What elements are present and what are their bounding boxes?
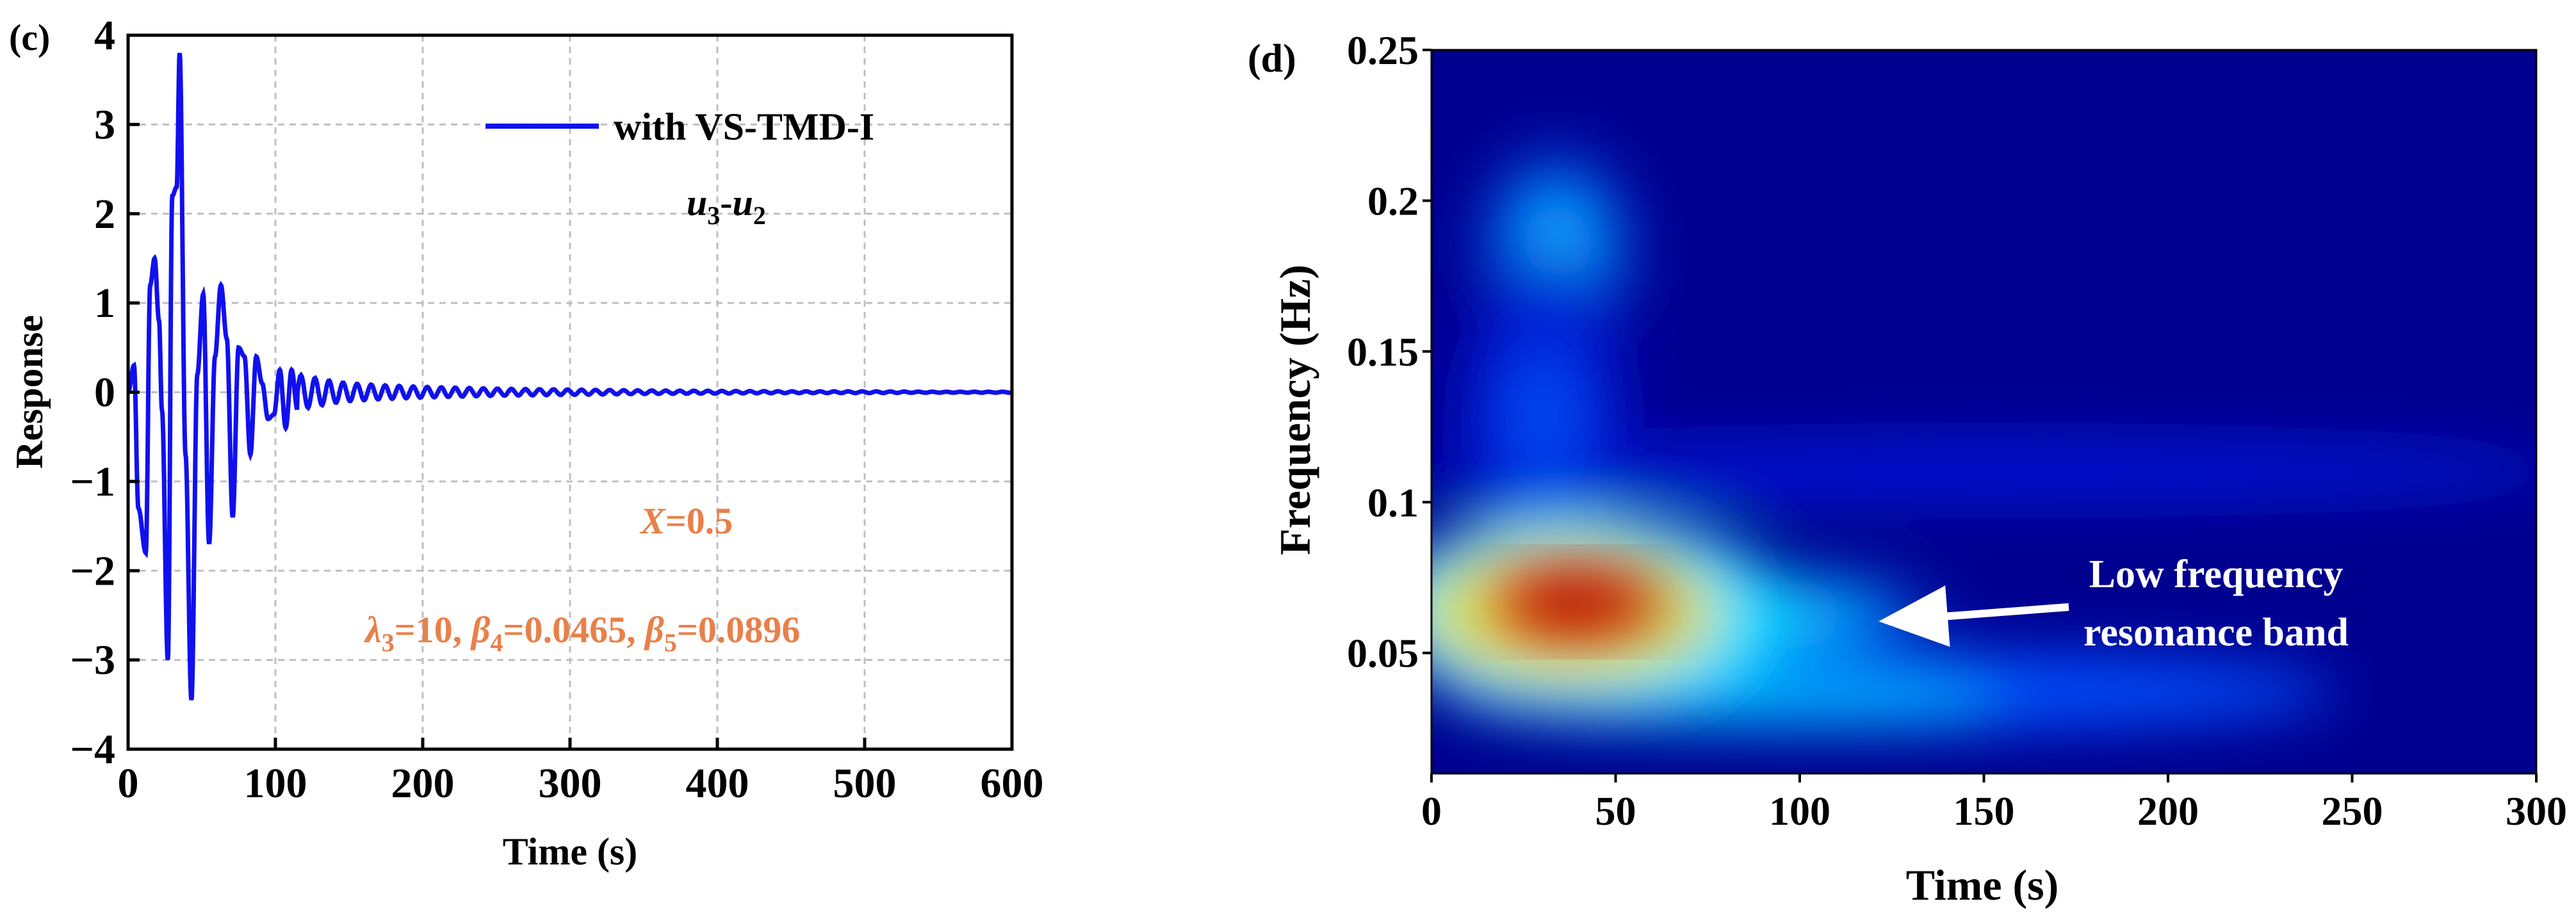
x-tick-label: 150 [1953,788,2015,834]
y-tick-label: −1 [70,458,115,505]
panel-d-y-axis-label: Frequency (Hz) [1271,264,1319,555]
x-tick-label: 100 [1769,788,1830,834]
x-tick-label: 0 [118,760,139,807]
y-tick-label: 0.25 [1347,28,1419,73]
heat-resonance-peak [1499,573,1665,631]
panel-c-ticks: 0 100 200 300 400 500 600 −4 −3 −2 −1 0 1 2 3 4 [70,12,1043,807]
y-tick-label: 4 [94,12,115,59]
annotation-x-value: X=0.5 [639,500,733,542]
x-tick-label: 0 [1421,788,1442,834]
x-tick-label: 200 [391,760,455,807]
annotation-parameters: λ3=10, β4=0.0465, β5=0.0896 [364,609,800,657]
y-tick-label: 0.05 [1347,631,1419,676]
x-tick-label: 50 [1595,788,1636,834]
y-tick-label: 2 [94,191,115,238]
y-tick-label: −2 [70,547,115,594]
panel-c-y-axis-label: Response [8,315,51,469]
x-tick-label: 200 [2137,788,2199,834]
y-tick-label: −3 [70,637,115,684]
x-tick-label: 300 [539,760,602,807]
y-tick-label: 0.15 [1347,329,1419,375]
panel-d-x-axis-label: Time (s) [1906,861,2059,909]
wavelet-heatmap [1431,50,2536,774]
x-tick-label: 100 [244,760,307,807]
annotation-u3-u2: u3-u2 [687,182,766,230]
y-tick-label: −4 [70,726,115,773]
resonance-label-line1: Low frequency [2089,553,2344,596]
y-tick-label: 0.1 [1367,480,1419,525]
resonance-arrow [1879,585,2069,647]
heat-band-011hz [1431,442,2536,499]
x-tick-label: 300 [2506,788,2567,834]
response-line-series [128,53,1012,701]
x-tick-label: 400 [686,760,749,807]
panel-c: (c) 0 100 200 300 400 500 600 −4 −3 −2 −1 0 1 2 3 4 wit… [8,12,1044,873]
heat-column-low-t [1435,224,1652,608]
x-tick-label: 250 [2322,788,2383,834]
panel-d-ticks: 0 50 100 150 200 250 300 0.05 0.1 0.15 0.2 0.25 [1347,28,2567,834]
y-tick-label: 0.2 [1367,178,1419,223]
y-tick-label: 0 [94,369,115,416]
panel-c-label: (c) [9,17,50,58]
y-tick-label: 1 [94,280,115,327]
panel-d: (d) 0 [1248,28,2567,909]
x-tick-label: 600 [981,760,1044,807]
x-tick-label: 500 [833,760,897,807]
resonance-label-line2: resonance band [2083,611,2349,654]
panel-c-x-axis-label: Time (s) [503,831,638,873]
y-tick-label: 3 [94,101,115,148]
panel-d-label: (d) [1248,37,1296,81]
legend-label: with VS-TMD-I [614,106,874,148]
